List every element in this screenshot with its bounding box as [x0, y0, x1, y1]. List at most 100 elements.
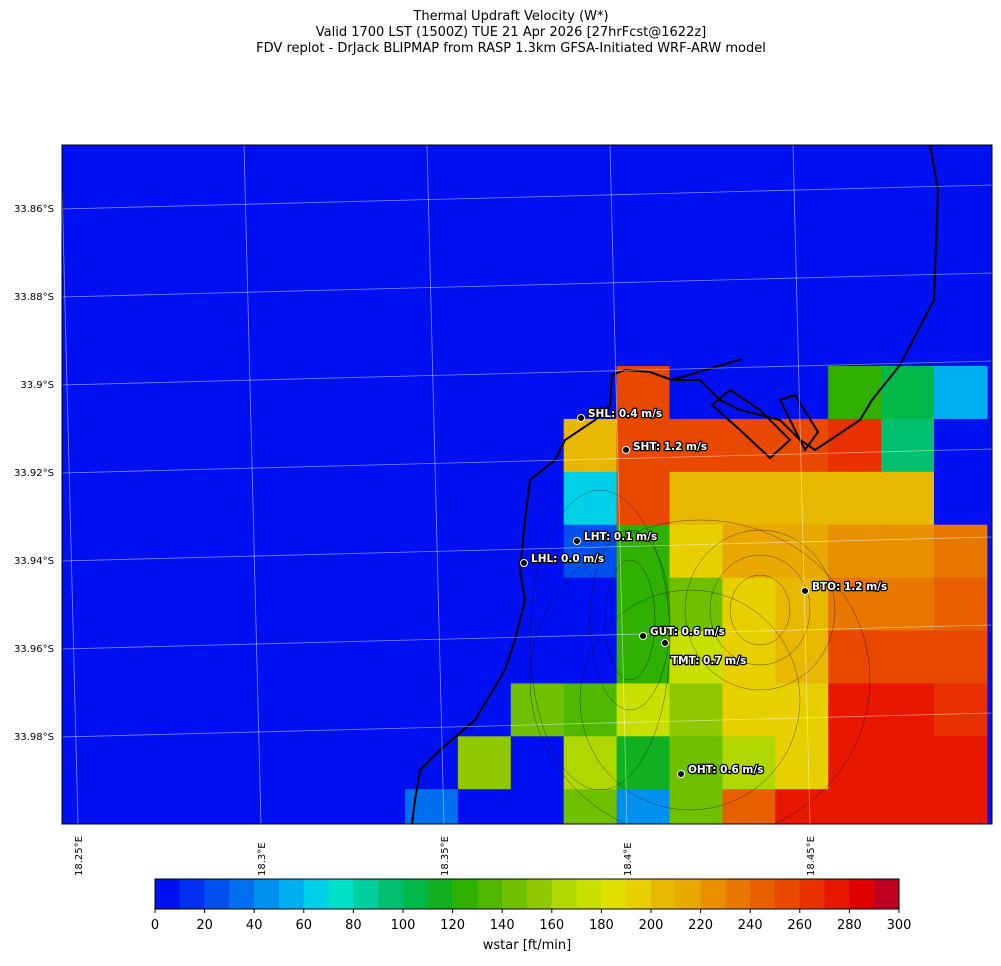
- grid-cell: [616, 366, 670, 420]
- grid-cell: [616, 471, 670, 526]
- station-dot: [677, 770, 685, 778]
- colorbar-tick-label: 140: [490, 918, 515, 933]
- colorbar-level: [725, 879, 751, 909]
- grid-cell: [669, 630, 723, 684]
- grid-cell: [722, 577, 776, 631]
- lon-label: 18.35°E: [440, 836, 451, 876]
- colorbar-tick-label: 240: [738, 918, 763, 933]
- contours: [529, 489, 871, 824]
- lon-label: 18.25°E: [74, 836, 85, 876]
- lat-line: [62, 272, 992, 298]
- lat-line: [62, 536, 992, 562]
- grid-cell: [510, 524, 565, 579]
- grid-cell: [828, 471, 882, 526]
- station-label: LHL: 0.0 m/s: [531, 553, 604, 565]
- lat-label: 33.92°S: [14, 468, 54, 479]
- colorbar-level: [328, 879, 354, 909]
- colorbar-level: [378, 879, 404, 909]
- grid-cell: [775, 630, 829, 684]
- grid-cell: [563, 471, 618, 526]
- grid-cell: [405, 366, 459, 420]
- grid-cell: [722, 418, 776, 473]
- grid-cell: [828, 630, 882, 684]
- station-label: GUT: 0.6 m/s: [650, 626, 725, 638]
- station-label: OHT: 0.6 m/s: [688, 764, 763, 776]
- lat-label: 33.88°S: [14, 292, 54, 303]
- lon-line: [609, 145, 628, 824]
- grid-cell: [722, 524, 776, 579]
- lat-line: [62, 712, 992, 738]
- grid-cell: [405, 630, 459, 684]
- station-label: SHT: 1.2 m/s: [633, 441, 707, 453]
- grid-cell: [669, 418, 723, 473]
- colorbar-level: [155, 879, 181, 909]
- colorbar-tick-label: 20: [196, 918, 213, 933]
- lat-line: [62, 624, 992, 650]
- colorbar-level: [849, 879, 875, 909]
- lon-label: 18.45°E: [806, 836, 817, 876]
- grid-cell: [563, 736, 618, 790]
- harbour: [778, 393, 820, 452]
- grid-cell: [934, 789, 988, 824]
- station-dot: [801, 587, 809, 595]
- colorbar-level: [502, 879, 528, 909]
- grid-cell: [616, 577, 670, 631]
- grid-cell: [510, 683, 565, 737]
- grid-cell: [669, 736, 723, 790]
- grid-cell: [669, 789, 723, 824]
- colorbar-tick-label: 180: [589, 918, 614, 933]
- colorbar-level: [279, 879, 305, 909]
- station-dot: [661, 639, 669, 647]
- station-label: BTO: 1.2 m/s: [812, 581, 887, 593]
- colorbar-level: [799, 879, 825, 909]
- axis-labels: 33.86°S 33.88°S 33.9°S 33.92°S 33.94°S 33.96°…: [14, 204, 817, 876]
- grid-cell: [616, 418, 670, 473]
- colorbar-frame: [154, 878, 900, 910]
- grid-cell: [881, 471, 935, 526]
- lon-line: [426, 145, 445, 824]
- colorbar-tick-label: 260: [787, 918, 812, 933]
- colorbar-level: [775, 879, 801, 909]
- grid-cell: [828, 736, 882, 790]
- grid-cell: [881, 366, 935, 420]
- lon-line: [62, 168, 79, 824]
- grid-cells: [405, 366, 988, 824]
- harbour: [710, 388, 792, 460]
- graticule: [62, 145, 992, 824]
- colorbar-level: [204, 879, 230, 909]
- colorbar-tick-label: 60: [296, 918, 313, 933]
- grid-cell: [934, 683, 988, 737]
- stations: SHL: 0.4 m/s SHT: 1.2 m/s LHT: 0.1 m/s LHL:…: [520, 407, 888, 778]
- station-label: SHL: 0.4 m/s: [588, 408, 662, 420]
- grid-cell: [563, 789, 618, 824]
- lat-label: 33.94°S: [14, 556, 54, 567]
- colorbar-level: [824, 879, 850, 909]
- grid-cell: [934, 524, 988, 579]
- grid-cell: [934, 577, 988, 631]
- source: FDV replot - DrJack BLIPMAP from RASP 1.…: [256, 41, 766, 56]
- grid-cell: [457, 418, 512, 473]
- lat-label: 33.96°S: [14, 644, 54, 655]
- grid-cell: [775, 366, 829, 420]
- colorbar-tick-label: 200: [639, 918, 664, 933]
- colorbar-level: [651, 879, 677, 909]
- grid-cell: [669, 577, 723, 631]
- colorbar-level: [303, 879, 329, 909]
- station-dot: [639, 632, 647, 640]
- grid-cell: [722, 366, 776, 420]
- colorbar-level: [527, 879, 553, 909]
- grid-cell: [828, 789, 882, 824]
- grid-cell: [405, 683, 459, 737]
- grid-cell: [828, 418, 882, 473]
- colorbar-level: [700, 879, 726, 909]
- colorbar-level: [551, 879, 577, 909]
- grid-cell: [722, 630, 776, 684]
- grid-cell: [510, 418, 565, 473]
- grid-cell: [510, 736, 565, 790]
- colorbar-tick-label: 40: [246, 918, 263, 933]
- lat-line: [62, 184, 992, 210]
- colorbar-level: [601, 879, 627, 909]
- grid-cell: [775, 789, 829, 824]
- station-label: LHT: 0.1 m/s: [584, 531, 657, 543]
- grid-cell: [405, 736, 459, 790]
